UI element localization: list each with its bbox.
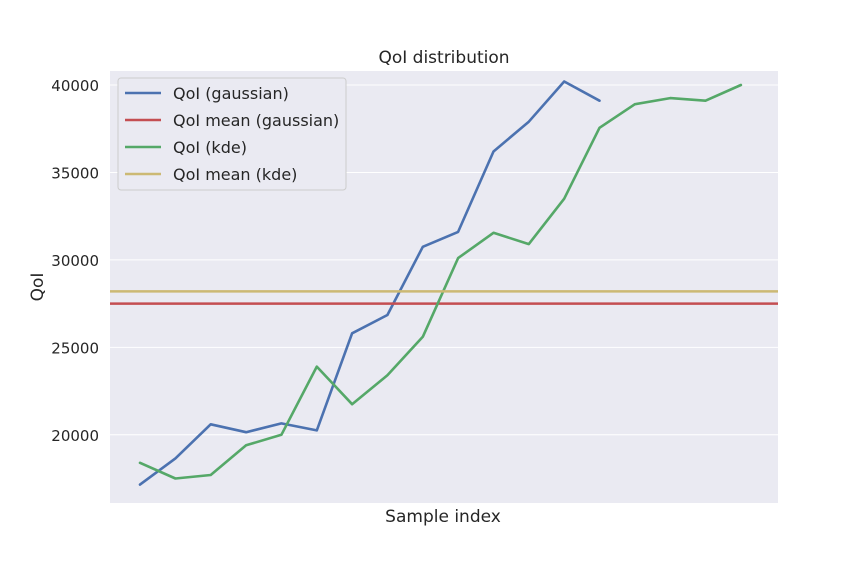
x-axis-label: Sample index	[385, 507, 501, 527]
chart-title: QoI distribution	[378, 48, 509, 68]
legend-label: QoI mean (gaussian)	[173, 111, 339, 130]
y-tick-label: 20000	[51, 427, 99, 445]
legend-label: QoI (gaussian)	[173, 84, 289, 103]
legend-label: QoI (kde)	[173, 138, 247, 157]
y-tick-label: 25000	[51, 339, 99, 357]
y-tick-label: 30000	[51, 252, 99, 270]
legend: QoI (gaussian) QoI mean (gaussian) QoI (kd…	[118, 78, 346, 190]
y-tick-label: 40000	[51, 77, 99, 95]
y-tick-label: 35000	[51, 164, 99, 182]
y-tick-labels: 20000 25000 30000 35000 40000	[51, 77, 99, 445]
y-axis-label: QoI	[28, 273, 48, 302]
legend-label: QoI mean (kde)	[173, 165, 297, 184]
